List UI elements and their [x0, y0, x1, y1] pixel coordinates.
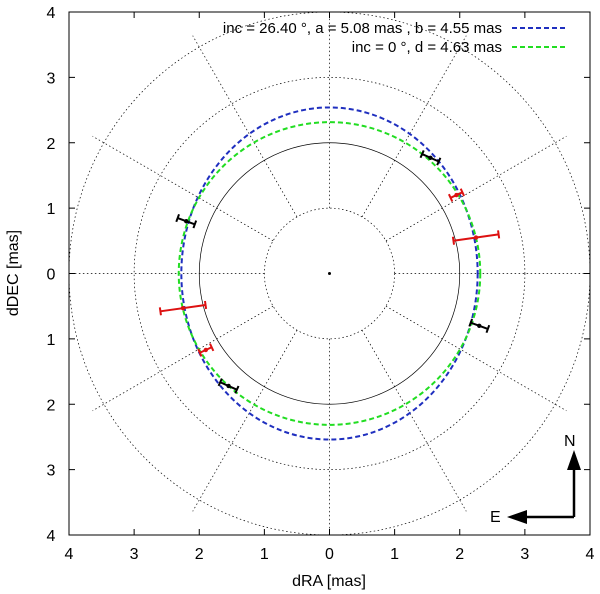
- error-cap: [436, 157, 442, 166]
- error-cap: [459, 188, 465, 197]
- legend: inc = 26.40 °, a = 5.08 mas , b = 4.55 m…: [223, 20, 566, 56]
- data-point: [447, 188, 465, 202]
- fit-ellipse-curve: [180, 106, 479, 441]
- data-point: [158, 300, 208, 316]
- x-tick-label: 2: [195, 546, 204, 563]
- data-point: [468, 318, 491, 334]
- grid-spoke: [192, 35, 298, 218]
- data-point: [217, 378, 240, 394]
- grid-spoke: [361, 35, 467, 218]
- point-marker: [473, 235, 479, 240]
- x-tick-label: 1: [260, 546, 269, 563]
- point-marker: [428, 155, 433, 160]
- point-marker: [184, 218, 189, 224]
- error-cap: [451, 236, 456, 245]
- grid-spoke: [385, 135, 567, 242]
- grid-spoke: [92, 305, 274, 412]
- point-marker: [180, 305, 186, 311]
- grid-spoke: [92, 135, 274, 242]
- grid-circle: [133, 77, 526, 470]
- fit-circle-curve: [177, 121, 482, 426]
- error-cap: [419, 150, 425, 159]
- data-point: [197, 343, 215, 357]
- grid-spoke: [192, 329, 298, 512]
- point-marker: [454, 192, 459, 198]
- grid-spoke: [361, 329, 467, 512]
- legend-label-circle: inc = 0 °, d = 4.63 mas: [352, 39, 502, 56]
- y-tick-label: 3: [47, 70, 56, 87]
- y-tick-label: 4: [47, 528, 56, 545]
- origin-dot: [328, 272, 331, 275]
- y-tick-label: 3: [47, 463, 56, 480]
- error-cap: [158, 307, 162, 316]
- north-arrow-head-icon: [567, 450, 581, 470]
- y-tick-label: 0: [47, 267, 56, 284]
- point-marker: [477, 323, 482, 328]
- y-tick-label: 2: [47, 136, 56, 153]
- y-tick-label: 4: [47, 5, 56, 22]
- error-cap: [217, 378, 223, 387]
- x-tick-label: 2: [455, 546, 464, 563]
- x-tick-label: 3: [130, 546, 139, 563]
- x-tick-label: 0: [325, 546, 334, 563]
- point-marker: [226, 383, 231, 389]
- x-tick-label: 1: [390, 546, 399, 563]
- error-cap: [447, 193, 454, 202]
- grid-spoke: [385, 305, 567, 412]
- polar-grid: [69, 12, 590, 535]
- error-cap: [197, 348, 203, 357]
- error-cap: [209, 343, 215, 352]
- x-tick-label: 4: [586, 546, 595, 563]
- data-point: [451, 230, 501, 245]
- compass-north-label: N: [564, 433, 576, 450]
- legend-label-ellipse: inc = 26.40 °, a = 5.08 mas , b = 4.55 m…: [223, 20, 502, 37]
- error-cap: [468, 318, 474, 327]
- error-cap: [192, 220, 198, 229]
- y-tick-label: 1: [47, 332, 56, 349]
- error-cap: [203, 300, 208, 310]
- point-marker: [203, 347, 208, 353]
- x-axis-label: dRA [mas]: [292, 573, 366, 590]
- data-point: [419, 150, 442, 166]
- east-arrow-head-icon: [507, 510, 527, 524]
- fit-curves: [177, 106, 482, 441]
- y-tick-label: 1: [47, 201, 56, 218]
- error-cap: [234, 385, 240, 394]
- y-axis-label: dDEC [mas]: [5, 230, 22, 316]
- y-tick-label: 2: [47, 397, 56, 414]
- error-cap: [485, 324, 491, 334]
- data-point: [175, 213, 198, 229]
- x-tick-label: 3: [520, 546, 529, 563]
- compass: N E: [490, 433, 581, 526]
- error-cap: [497, 230, 501, 239]
- compass-east-label: E: [490, 509, 501, 526]
- x-tick-label: 4: [65, 546, 74, 563]
- error-cap: [175, 213, 180, 223]
- measurement-points: [158, 150, 501, 394]
